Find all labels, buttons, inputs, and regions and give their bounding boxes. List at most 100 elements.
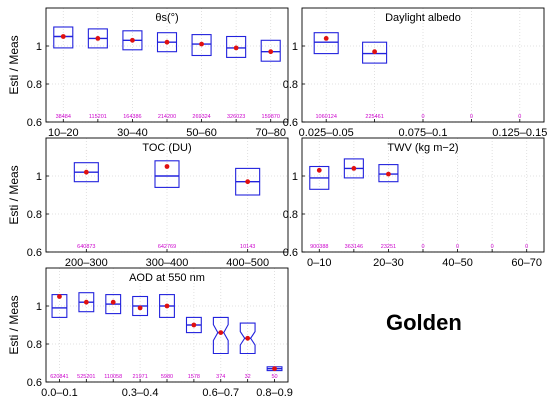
p2-count-label: 0: [421, 114, 424, 120]
p5-count-label: 374: [216, 374, 225, 380]
p1-xtick-label: 30–40: [117, 127, 148, 139]
p1-count-label: 326023: [227, 114, 245, 120]
p5-count-label: 620841: [50, 374, 68, 380]
p1-mean-dot: [268, 49, 274, 55]
p1-count-label: 214200: [158, 114, 176, 120]
p5-ytick-label: 0.6: [27, 377, 42, 389]
station-label: Golden: [386, 310, 462, 335]
p2-box: [362, 41, 388, 64]
p3-ylabel: Esti / Meas: [7, 165, 21, 224]
p4-ytick-label: 1: [292, 171, 298, 183]
p1-title: θs(°): [155, 12, 178, 24]
p3-ytick-label: 1: [36, 171, 42, 183]
p1-mean-dot: [60, 34, 66, 39]
p3-count-label: 10143: [240, 244, 255, 250]
p1-xtick-label: 50–60: [186, 127, 217, 139]
p5-mean-dot: [218, 330, 224, 335]
p1-mean-dot: [233, 45, 239, 51]
p5-xtick-label: 0.3–0.4: [122, 387, 159, 399]
p3-xtick-label: 300–400: [146, 257, 189, 269]
p1-count-label: 115201: [89, 114, 107, 120]
p5-mean-dot: [191, 322, 197, 328]
p2-mean-dot: [372, 49, 377, 55]
p4-box: [378, 164, 399, 183]
p5-xtick-label: 0.0–0.1: [41, 387, 78, 399]
p3-mean-dot: [83, 169, 89, 175]
p4-ytick-label: 0.6: [283, 247, 298, 259]
p3-count-label: 640873: [77, 244, 95, 250]
p1-count-label: 269324: [192, 114, 210, 120]
p4-mean-dot: [386, 171, 391, 177]
p3-mean-dot: [164, 164, 170, 169]
p4-xtick-label: 20–30: [373, 257, 404, 269]
p4-mean-dot: [316, 167, 322, 173]
p3-xtick-label: 200–300: [65, 257, 108, 269]
p2-count-label: 1060124: [315, 114, 336, 120]
p4-count-label: 23251: [381, 244, 396, 250]
p2-count-label: 0: [518, 114, 521, 120]
p2-ytick-label: 0.6: [283, 117, 298, 129]
p5-count-label: 32: [245, 374, 251, 380]
p1-ytick-label: 1: [36, 41, 42, 53]
p2-xtick-label: 0.075–0.1: [399, 127, 448, 139]
p1-box: [226, 35, 247, 58]
p2-box: [313, 32, 339, 55]
p5-count-label: 21971: [132, 374, 147, 380]
p1-ytick-label: 0.6: [27, 117, 42, 129]
p2-ytick-label: 1: [292, 41, 298, 53]
p3-box: [154, 160, 180, 188]
p4-ytick-label: 0.8: [283, 209, 298, 221]
p2-count-label: 225461: [365, 114, 383, 120]
p3-count-label: 642769: [158, 244, 176, 250]
p4-xtick-label: 60–70: [511, 257, 542, 269]
p5-ylabel: Esti / Meas: [7, 295, 21, 354]
p5-ytick-label: 1: [36, 301, 42, 313]
p1-ytick-label: 0.8: [27, 79, 42, 91]
p2-xtick-label: 0.125–0.15: [492, 127, 547, 139]
p2-count-label: 0: [470, 114, 473, 120]
p5-mean-dot: [83, 299, 89, 305]
p2-ytick-label: 0.8: [283, 79, 298, 91]
p5-mean-dot: [272, 366, 277, 372]
p5-count-label: 1578: [188, 374, 200, 380]
p5-xtick-label: 0.8–0.9: [256, 387, 293, 399]
p5-title: AOD at 550 nm: [129, 272, 205, 284]
p4-xtick-label: 0–10: [307, 257, 331, 269]
p5-count-label: 50: [271, 374, 277, 380]
p2-xtick-label: 0.025–0.05: [299, 127, 354, 139]
p1-box: [260, 39, 281, 62]
p4-count-label: 0: [491, 244, 494, 250]
p4-count-label: 0: [456, 244, 459, 250]
p5-mean-dot: [164, 303, 170, 309]
p4-count-label: 363146: [345, 244, 363, 250]
p4-mean-dot: [351, 166, 357, 171]
p5-mean-dot: [57, 294, 62, 299]
p1-mean-dot: [164, 39, 170, 45]
p5-mean-dot: [245, 335, 251, 341]
p1-mean-dot: [130, 37, 135, 43]
p1-count-label: 38484: [56, 114, 71, 120]
p5-mean-dot: [137, 305, 143, 311]
p1-mean-dot: [199, 41, 204, 47]
p5-box: [239, 322, 256, 355]
p4-title: TWV (kg m−2): [387, 142, 458, 154]
p1-xtick-label: 10–20: [48, 127, 79, 139]
p2-title: Daylight albedo: [385, 12, 461, 24]
p5-mean-dot: [110, 299, 116, 305]
p1-xtick-label: 70–80: [255, 127, 286, 139]
p5-box: [212, 316, 229, 355]
p3-title: TOC (DU): [142, 142, 191, 154]
p5-count-label: 110058: [104, 374, 122, 380]
p5-count-label: 525201: [77, 374, 95, 380]
p1-count-label: 164386: [123, 114, 141, 120]
p1-ylabel: Esti / Meas: [7, 35, 21, 94]
p4-count-label: 0: [421, 244, 424, 250]
p2-mean-dot: [323, 36, 329, 41]
p3-mean-dot: [245, 179, 251, 185]
p3-ytick-label: 0.8: [27, 209, 42, 221]
p1-box: [191, 34, 212, 57]
p1-count-label: 159870: [262, 114, 280, 120]
p5-ytick-label: 0.8: [27, 339, 42, 351]
p4-count-label: 0: [525, 244, 528, 250]
